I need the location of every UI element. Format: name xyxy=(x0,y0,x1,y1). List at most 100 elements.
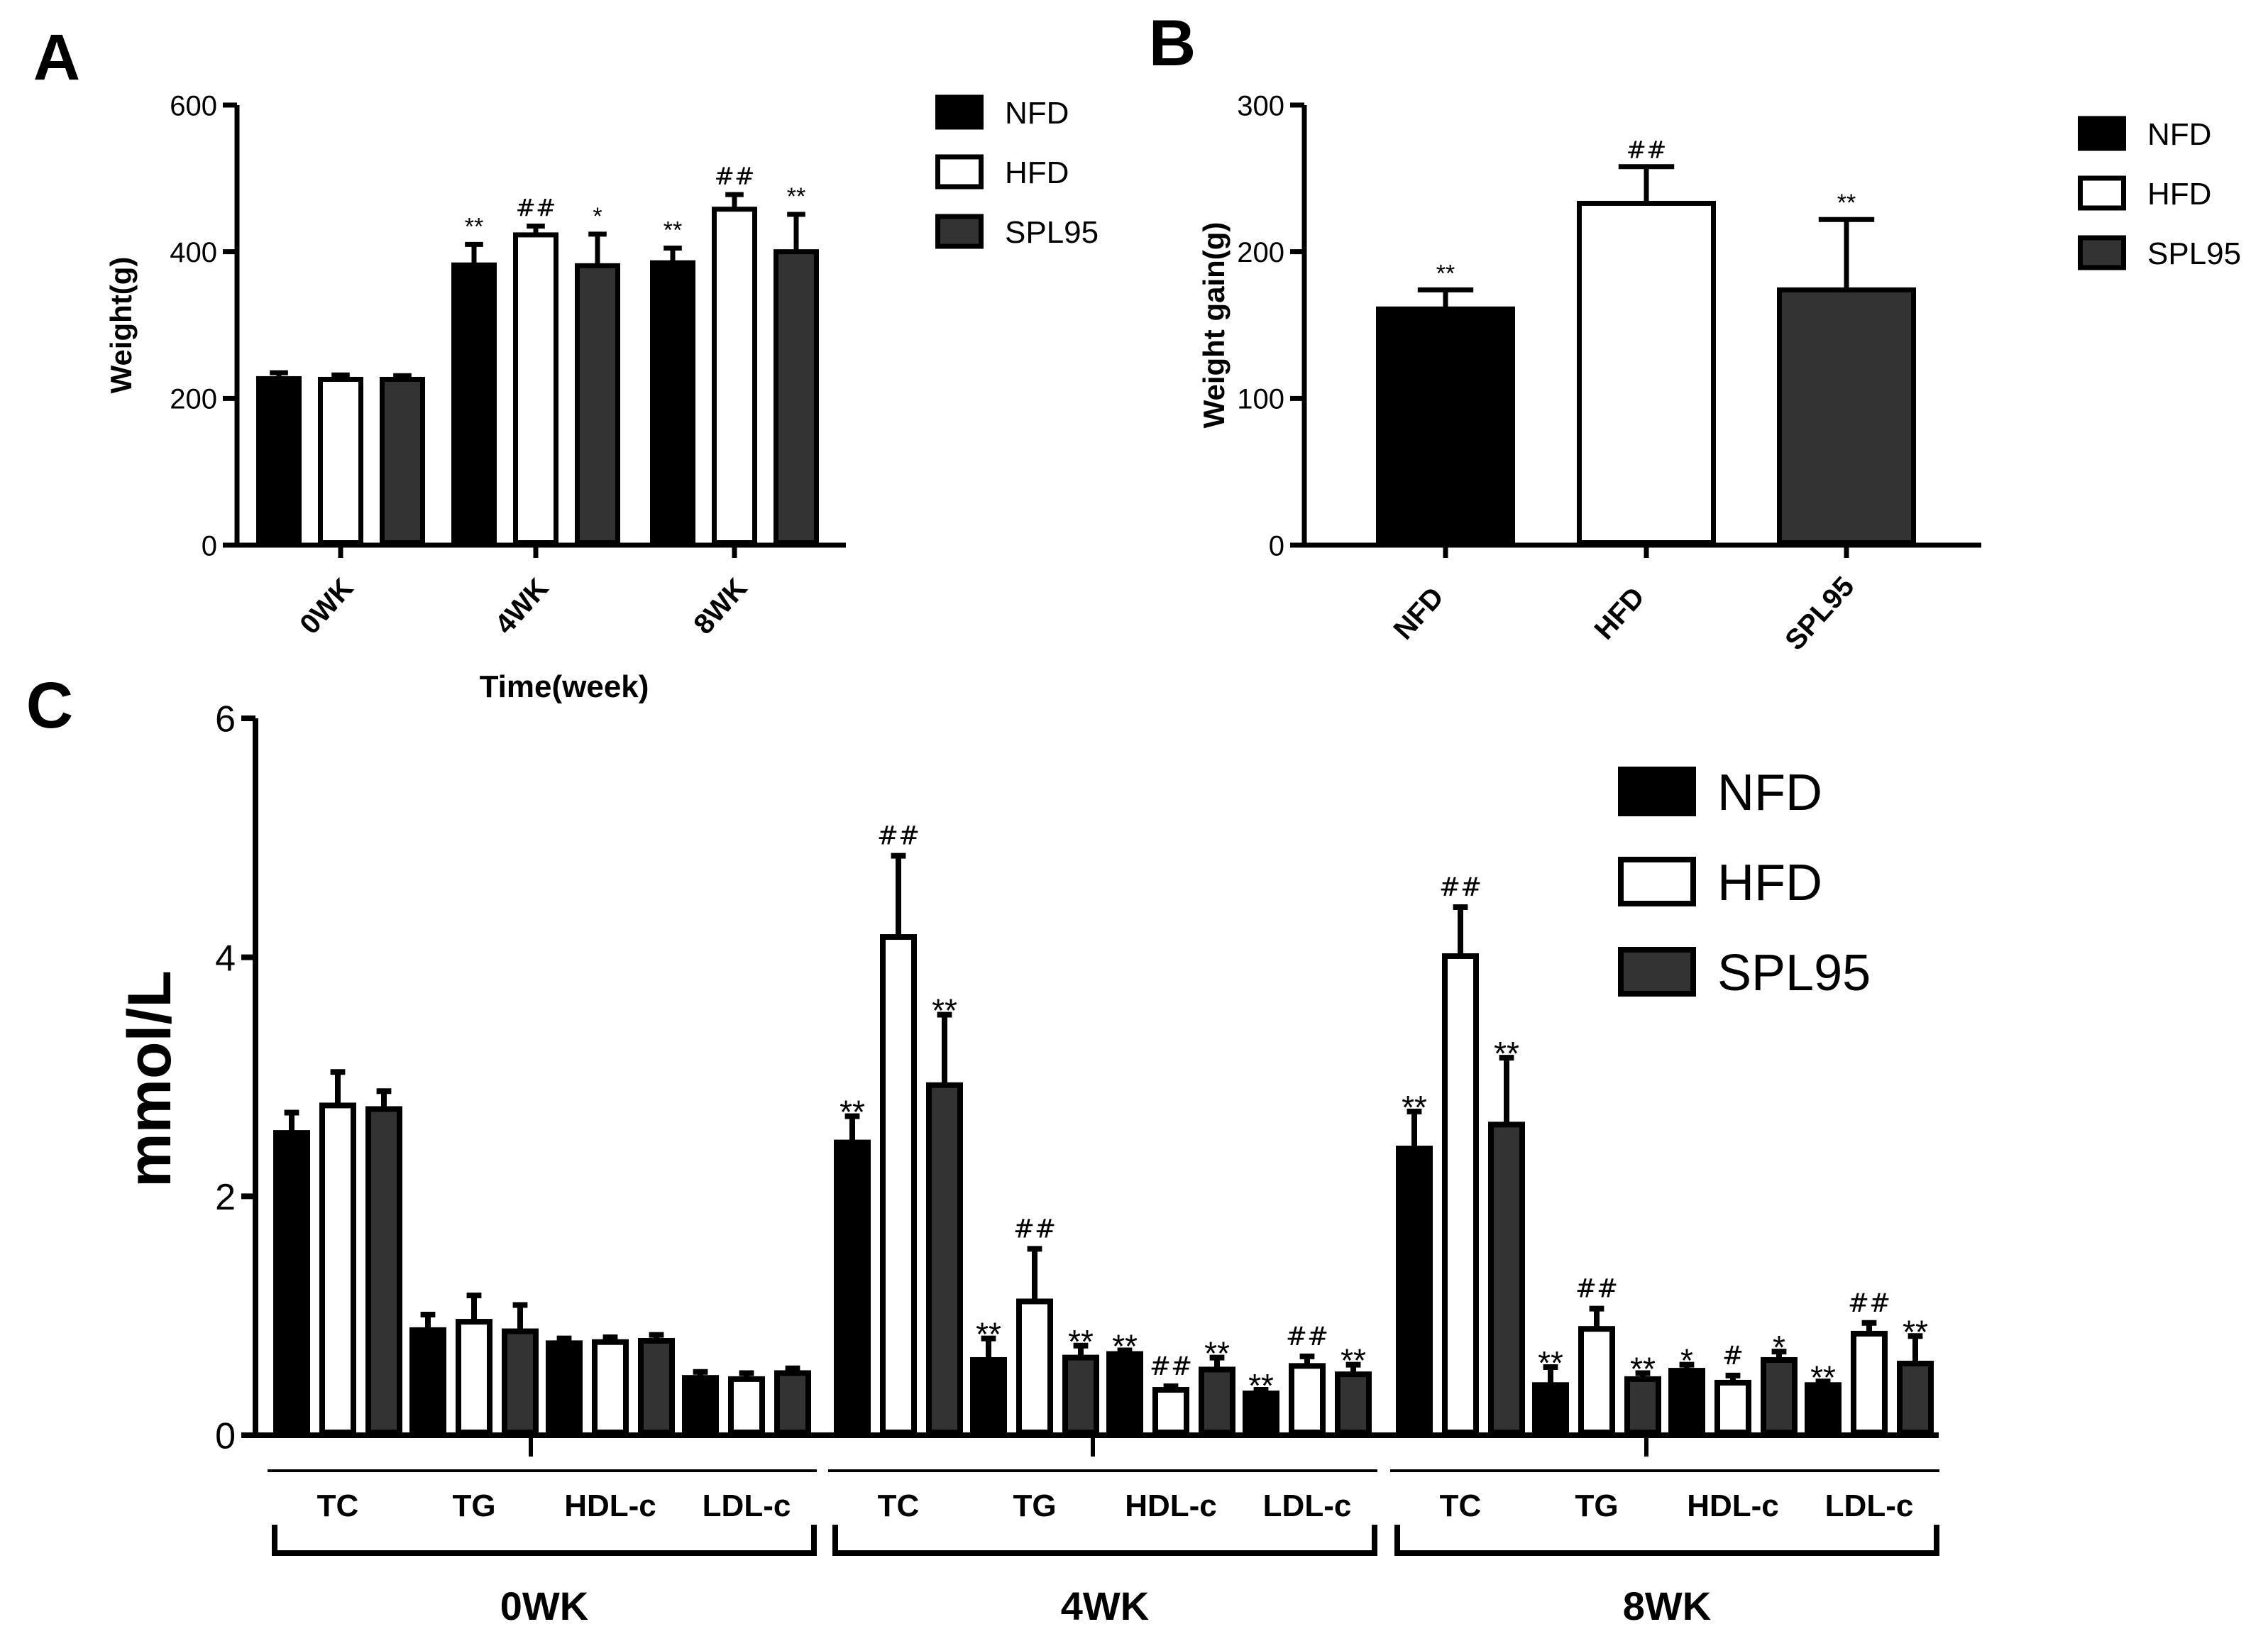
bar xyxy=(1062,1354,1099,1436)
bar-spl95 xyxy=(1777,216,1916,545)
bar xyxy=(650,260,695,545)
legend-swatch-hfd xyxy=(1618,857,1696,906)
period-0wk: TC TG HDL-c LDL-c 0WK xyxy=(268,1069,817,1628)
bar-spl95-tc xyxy=(365,1088,402,1435)
significance-mark: ## xyxy=(715,163,755,191)
significance-mark: ## xyxy=(1626,136,1667,165)
bar xyxy=(451,262,497,545)
significance-mark: ** xyxy=(1903,1313,1928,1350)
bar-nfd-tg xyxy=(970,1335,1007,1435)
bar-hfd-tc xyxy=(1442,904,1479,1435)
bar xyxy=(1376,306,1515,545)
significance-mark: ** xyxy=(1810,1359,1836,1396)
group-label-hdl-c: HDL-c xyxy=(564,1488,656,1523)
bar xyxy=(712,207,757,545)
bar xyxy=(1152,1387,1189,1435)
bar-spl95-0wk xyxy=(380,373,425,546)
bar xyxy=(380,376,425,546)
bar xyxy=(970,1356,1007,1435)
bar-hfd-ldl-c xyxy=(1289,1353,1326,1436)
significance-mark: ** xyxy=(1494,1035,1519,1072)
y-tick-label: 600 xyxy=(170,90,217,121)
legend-swatch-hfd xyxy=(935,154,984,190)
bar-spl95-ldl-c xyxy=(1897,1333,1934,1435)
legend-label-nfd: NFD xyxy=(1005,96,1069,131)
significance-mark: * xyxy=(593,203,602,230)
bar-nfd-ldl-c xyxy=(1243,1387,1279,1436)
x-axis-label: Time(week) xyxy=(480,669,649,704)
bar xyxy=(1532,1382,1569,1436)
significance-mark: ** xyxy=(932,992,957,1029)
period-bracket xyxy=(832,1525,1377,1556)
group-label-ldl-c: LDL-c xyxy=(1825,1488,1914,1523)
y-tick-label: 300 xyxy=(1237,90,1284,121)
group-label-tc: TC xyxy=(1440,1488,1482,1523)
significance-mark: ** xyxy=(1204,1335,1230,1372)
bar xyxy=(1668,1368,1705,1435)
bar-hfd-tc xyxy=(880,852,917,1436)
bar-spl95-tg xyxy=(502,1302,539,1436)
significance-mark: * xyxy=(1680,1342,1693,1379)
legend-label-hfd: HFD xyxy=(1005,155,1069,190)
significance-mark: ## xyxy=(1013,1214,1056,1244)
legend-label-spl95: SPL95 xyxy=(1005,215,1099,250)
legend-swatch-hfd xyxy=(2078,175,2126,211)
bar-spl95-tc xyxy=(1488,1055,1525,1436)
group-label-hdl-c: HDL-c xyxy=(1125,1488,1217,1523)
group-label-hdl-c: HDL-c xyxy=(1687,1488,1779,1523)
bar-hfd xyxy=(1577,164,1716,545)
bar xyxy=(319,1102,356,1436)
panel-letter-a: A xyxy=(33,21,80,94)
bar-hfd-4wk xyxy=(513,224,558,545)
legend-label-spl95: SPL95 xyxy=(2147,236,2241,271)
bar xyxy=(1577,200,1716,545)
legend-label-hfd: HFD xyxy=(1717,855,1822,911)
legend-label-nfd: NFD xyxy=(1717,764,1822,821)
bar xyxy=(546,1340,583,1435)
bar xyxy=(638,1338,675,1436)
legend-swatch-nfd xyxy=(1618,767,1696,816)
bar-nfd-ldl-c xyxy=(682,1369,719,1435)
legend: NFD HFD SPL95 xyxy=(2078,116,2241,271)
group-label-tc: TC xyxy=(878,1488,920,1523)
significance-mark: ## xyxy=(516,194,556,223)
y-tick-label: 100 xyxy=(1237,384,1284,415)
bar-spl95-hdl-c xyxy=(1199,1354,1235,1435)
bar-nfd-0wk xyxy=(256,370,302,546)
significance-mark: ** xyxy=(1837,190,1856,216)
significance-mark: ** xyxy=(787,183,805,210)
y-tick-label: 4 xyxy=(215,938,236,979)
y-axis-label: Weight(g) xyxy=(104,257,138,394)
bar xyxy=(880,934,917,1436)
significance-mark: ** xyxy=(465,213,483,240)
group-label-ldl-c: LDL-c xyxy=(703,1488,791,1523)
bar xyxy=(1442,953,1479,1435)
bar xyxy=(1851,1330,1888,1435)
group-label-tg: TG xyxy=(1575,1488,1618,1523)
bar-nfd-hdl-c xyxy=(1106,1347,1143,1435)
bar xyxy=(1897,1361,1934,1435)
bar xyxy=(575,263,620,545)
y-axis-label: Weight gain(g) xyxy=(1197,222,1231,429)
bar xyxy=(1714,1379,1751,1436)
bar xyxy=(456,1319,492,1436)
significance-mark: # xyxy=(1722,1342,1744,1371)
significance-mark: ** xyxy=(1112,1327,1138,1364)
legend-swatch-spl95 xyxy=(1618,947,1696,997)
bar-spl95-tg xyxy=(1062,1342,1099,1436)
significance-mark: ## xyxy=(1150,1352,1192,1381)
legend: NFD HFD SPL95 xyxy=(935,94,1099,250)
y-tick-label: 0 xyxy=(202,530,217,561)
significance-mark: ** xyxy=(1248,1367,1274,1404)
bar xyxy=(728,1376,765,1435)
legend-swatch-spl95 xyxy=(935,214,984,249)
significance-mark: ** xyxy=(976,1316,1001,1353)
significance-mark: ** xyxy=(1538,1344,1563,1381)
period-label-8wk: 8WK xyxy=(1623,1584,1711,1628)
y-axis: 0 100 200 300 xyxy=(1237,90,1307,561)
bar-hfd-hdl-c xyxy=(1714,1372,1751,1436)
bar xyxy=(1335,1371,1372,1436)
y-tick-label: 400 xyxy=(170,237,217,268)
bar xyxy=(1016,1298,1053,1436)
